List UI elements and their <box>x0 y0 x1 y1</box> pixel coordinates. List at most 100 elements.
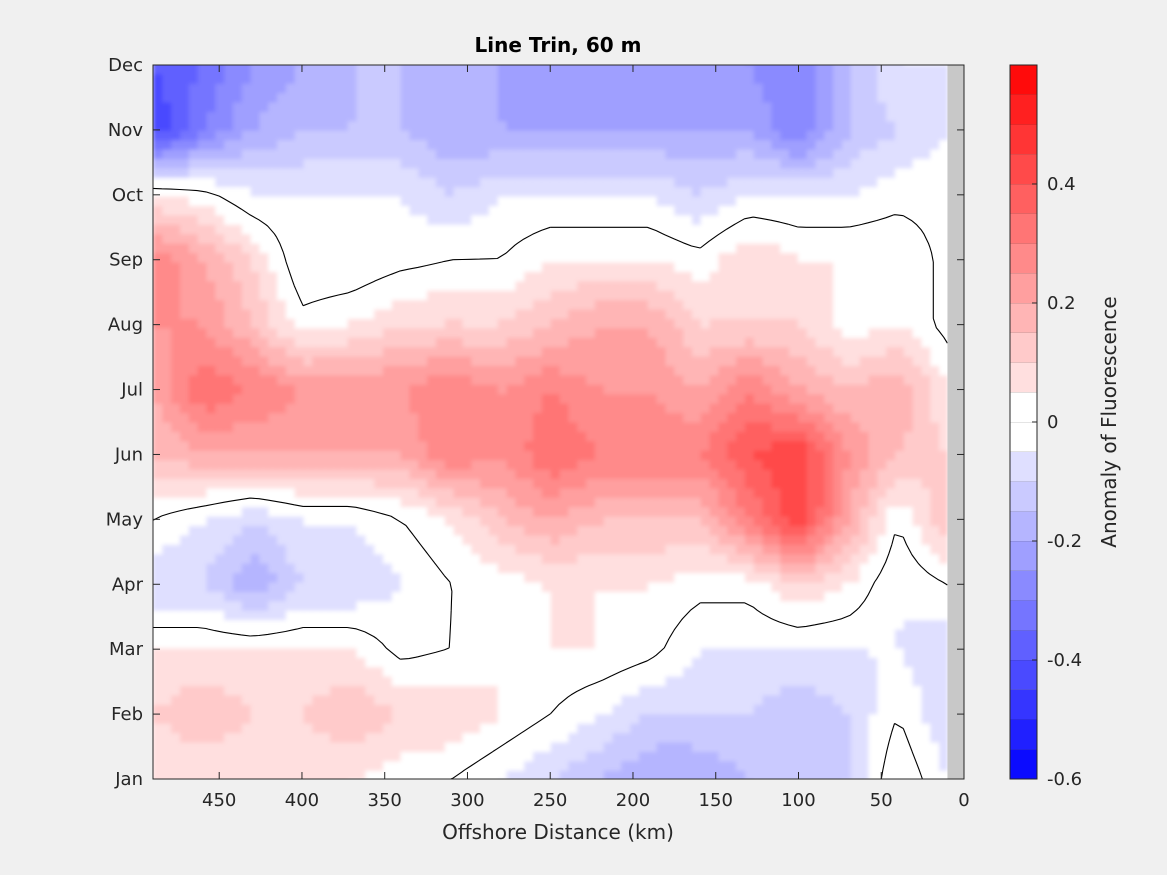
heatmap-cell <box>452 383 463 395</box>
heatmap-cell <box>240 515 251 527</box>
heatmap-cell <box>223 666 233 677</box>
heatmap-cell <box>849 421 860 432</box>
heatmap-cell <box>788 581 798 592</box>
heatmap-cell <box>461 449 472 461</box>
heatmap-cell <box>302 430 313 442</box>
heatmap-cell <box>161 440 172 451</box>
heatmap-cell <box>788 525 798 536</box>
heatmap-cell <box>823 647 834 658</box>
heatmap-cell <box>337 675 348 687</box>
heatmap-cell <box>893 440 904 451</box>
heatmap-cell <box>708 572 719 583</box>
heatmap-cell <box>390 336 401 348</box>
heatmap-cell <box>267 732 278 743</box>
heatmap-cell <box>549 656 560 668</box>
heatmap-cell <box>620 760 631 771</box>
heatmap-cell <box>726 412 737 423</box>
heatmap-cell <box>752 694 763 705</box>
heatmap-cell <box>205 402 216 414</box>
heatmap-cell <box>602 572 613 583</box>
heatmap-cell <box>258 412 269 423</box>
heatmap-cell <box>329 299 339 310</box>
heatmap-cell <box>938 374 948 385</box>
heatmap-cell <box>647 779 657 789</box>
heatmap-cell <box>329 515 339 527</box>
heatmap-cell <box>788 619 798 630</box>
heatmap-cell <box>558 666 569 677</box>
heatmap-cell <box>576 346 587 357</box>
heatmap-cell <box>214 760 225 771</box>
heatmap-cell <box>293 365 304 376</box>
heatmap-cell <box>461 280 472 291</box>
heatmap-cell <box>805 609 816 621</box>
heatmap-cell <box>885 393 895 404</box>
heatmap-cell <box>902 421 913 432</box>
heatmap-cell <box>779 732 790 743</box>
heatmap-cell <box>452 308 463 319</box>
heatmap-cell <box>364 685 375 696</box>
heatmap-cell <box>814 421 825 432</box>
heatmap-cell <box>655 600 666 611</box>
heatmap-cell <box>540 346 551 357</box>
heatmap-cell <box>540 270 551 282</box>
heatmap-cell <box>417 430 428 442</box>
heatmap-cell <box>514 769 525 779</box>
heatmap-cell <box>646 449 657 461</box>
heatmap-cell <box>382 779 392 789</box>
heatmap-cell <box>240 308 251 319</box>
heatmap-cell <box>434 647 445 658</box>
heatmap-cell <box>532 703 542 715</box>
heatmap-cell <box>823 355 834 367</box>
heatmap-cell <box>593 402 604 414</box>
heatmap-cell <box>655 459 666 470</box>
heatmap-cell <box>514 327 525 338</box>
heatmap-cell <box>346 760 357 771</box>
heatmap-cell <box>920 506 931 517</box>
heatmap-cell <box>549 477 560 489</box>
heatmap-cell <box>646 355 657 367</box>
heatmap-cell <box>611 590 622 602</box>
heatmap-cell <box>690 487 701 498</box>
heatmap-cell <box>170 694 180 705</box>
heatmap-cell <box>585 299 595 310</box>
heatmap-cell <box>814 656 825 668</box>
heatmap-cell <box>267 741 278 752</box>
heatmap-cell <box>496 628 507 639</box>
heatmap-cell <box>337 666 348 677</box>
heatmap-cell <box>876 572 887 583</box>
heatmap-cell <box>876 299 887 310</box>
heatmap-cell <box>223 421 233 432</box>
heatmap-cell <box>514 374 525 385</box>
heatmap-cell <box>814 336 825 348</box>
heatmap-cell <box>284 459 295 470</box>
heatmap-cell <box>426 722 436 734</box>
heatmap-cell <box>258 421 269 432</box>
heatmap-cell <box>690 365 701 376</box>
heatmap-cell <box>841 656 851 668</box>
heatmap-cell <box>612 779 622 789</box>
heatmap-cell <box>461 675 472 687</box>
heatmap-cell <box>540 280 551 291</box>
heatmap-cell <box>585 619 595 630</box>
heatmap-cell <box>867 722 878 734</box>
heatmap-cell <box>178 336 189 348</box>
heatmap-cell <box>743 496 754 508</box>
heatmap-cell <box>885 722 895 734</box>
heatmap-cell <box>452 581 463 592</box>
heatmap-cell <box>373 543 384 555</box>
heatmap-cell <box>293 732 304 743</box>
heatmap-cell <box>470 496 481 508</box>
heatmap-cell <box>523 750 534 762</box>
heatmap-cell <box>620 421 631 432</box>
heatmap-cell <box>523 590 534 602</box>
heatmap-cell <box>611 487 622 498</box>
heatmap-cell <box>161 468 172 479</box>
heatmap-cell <box>514 299 525 310</box>
heatmap-cell <box>452 525 463 536</box>
heatmap-cell <box>461 402 472 414</box>
heatmap-cell <box>646 440 657 451</box>
heatmap-cell <box>849 393 860 404</box>
heatmap-cell <box>161 666 172 677</box>
heatmap-cell <box>938 619 948 630</box>
heatmap-cell <box>938 694 948 705</box>
